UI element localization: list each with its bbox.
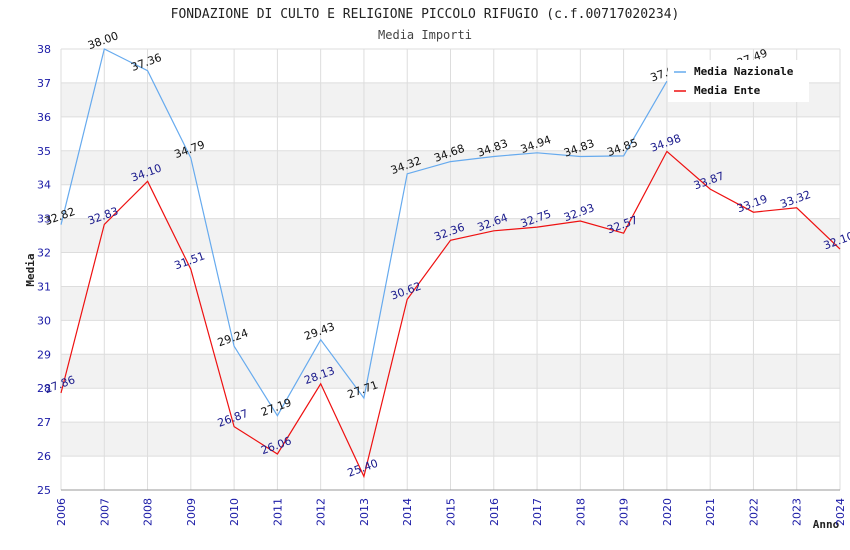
x-tick-label: 2007 <box>98 498 111 526</box>
x-tick-label: 2021 <box>704 498 717 526</box>
y-tick-label: 37 <box>37 77 51 90</box>
x-tick-label: 2024 <box>834 498 847 526</box>
series-lines <box>60 49 841 479</box>
data-label: 29.43 <box>302 320 336 343</box>
x-tick-label: 2019 <box>618 498 631 526</box>
gridlines <box>60 48 841 491</box>
legend-label-media-ente: Media Ente <box>694 84 761 97</box>
x-tick-label: 2008 <box>142 498 155 526</box>
y-tick-label: 32 <box>37 247 51 260</box>
y-tick-label: 36 <box>37 111 51 124</box>
x-axis-ticks: 2006 2007 2008 2009 2010 2011 2012 2013 2014 2015… <box>55 498 847 526</box>
y-axis-label: Media <box>24 253 37 286</box>
y-tick-label: 26 <box>37 450 51 463</box>
y-tick-label: 34 <box>37 179 51 192</box>
data-label: 29.24 <box>216 326 250 349</box>
y-tick-label: 29 <box>37 348 51 361</box>
data-label: 27.19 <box>259 396 293 419</box>
chart-title: FONDAZIONE DI CULTO E RELIGIONE PICCOLO … <box>171 7 680 22</box>
legend: Media Nazionale Media Ente <box>668 60 809 102</box>
y-tick-label: 38 <box>37 43 51 56</box>
data-label: 25.40 <box>346 457 380 480</box>
x-tick-label: 2015 <box>445 498 458 526</box>
x-tick-label: 2023 <box>791 498 804 526</box>
x-axis-label: Anno <box>813 518 840 531</box>
x-tick-label: 2006 <box>55 498 68 526</box>
y-axis-ticks: 25 26 27 28 29 30 31 32 33 34 35 36 37 38 <box>37 43 51 497</box>
x-tick-label: 2022 <box>747 498 760 526</box>
x-tick-label: 2016 <box>488 498 501 526</box>
y-tick-label: 25 <box>37 484 51 497</box>
y-tick-label: 28 <box>37 382 51 395</box>
y-tick-label: 27 <box>37 416 51 429</box>
x-tick-label: 2014 <box>401 498 414 526</box>
x-tick-label: 2009 <box>185 498 198 526</box>
y-tick-label: 35 <box>37 145 51 158</box>
x-tick-label: 2018 <box>574 498 587 526</box>
chart-subtitle: Media Importi <box>378 28 472 42</box>
x-tick-label: 2017 <box>531 498 544 526</box>
series-line-media-ente <box>60 150 841 479</box>
x-tick-label: 2020 <box>661 498 674 526</box>
data-label: 27.86 <box>43 373 77 396</box>
y-tick-label: 33 <box>37 213 51 226</box>
x-tick-label: 2010 <box>228 498 241 526</box>
legend-label-media-nazionale: Media Nazionale <box>694 65 794 78</box>
y-tick-label: 31 <box>37 280 51 293</box>
x-tick-label: 2011 <box>271 498 284 526</box>
x-tick-label: 2012 <box>315 498 328 526</box>
y-tick-label: 30 <box>37 314 51 327</box>
legend-box <box>668 60 809 102</box>
x-tick-label: 2013 <box>358 498 371 526</box>
